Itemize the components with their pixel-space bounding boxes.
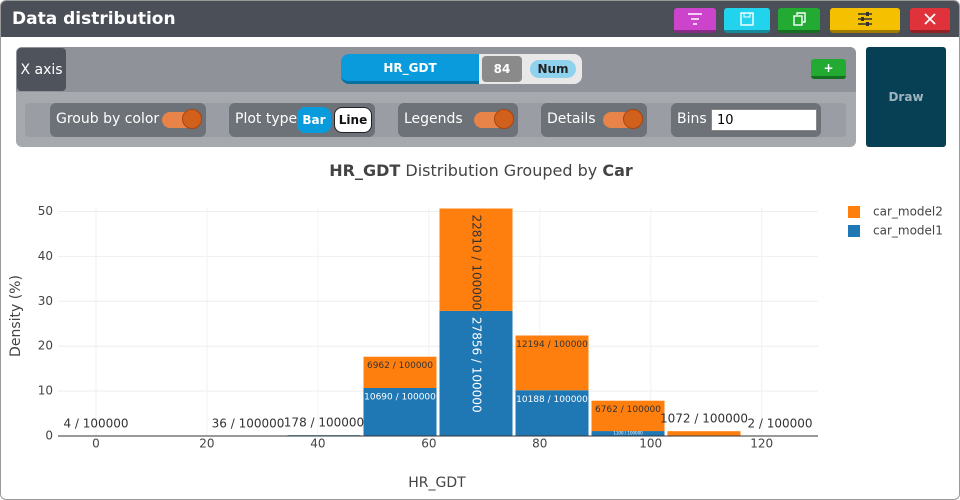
value-label: 6762 / 100000 [595,405,661,415]
chart: HR_GDT Distribution Grouped by Car HR_GD… [8,161,943,492]
value-label: 1072 / 100000 [660,412,748,426]
y-tick-label: 50 [38,204,53,218]
legends-toggle[interactable] [474,109,514,129]
legend-swatch [848,225,860,237]
x-tick-label: 60 [421,437,436,451]
value-label: 36 / 100000 [212,416,285,430]
type-badge: Num [530,60,576,78]
draw-button[interactable]: Draw [866,47,946,147]
group-toggle[interactable] [162,109,202,129]
legend-label: car_model2 [873,205,943,219]
bar-segment [439,208,513,311]
bar-segment [363,356,437,388]
value-label: 10690 / 100000 [364,392,436,402]
bar-segment [667,431,741,436]
y-tick-label: 0 [45,429,53,443]
count-badge: 84 [482,56,522,82]
bar-segment [515,390,589,436]
value-label: 4 / 100000 [63,416,128,430]
bins-label: Bins [677,111,707,127]
line-option[interactable]: Line [334,107,372,133]
copy-button[interactable] [778,8,820,33]
add-button[interactable]: + [811,59,846,79]
value-label: 6962 / 100000 [367,361,433,371]
x-axis-title: HR_GDT [408,475,466,491]
bar-option[interactable]: Bar [297,107,331,133]
options-row: Groub by color Plot type Bar Line Legend… [25,103,846,137]
x-tick-label: 0 [92,437,100,451]
x-field[interactable]: HR_GDT [341,54,479,84]
bar-segment [591,400,665,432]
save-button[interactable] [724,8,770,33]
details-toggle[interactable] [603,109,643,129]
x-tick-label: 40 [310,437,325,451]
title-field: HR_GDT [329,161,400,180]
bins-input[interactable]: 10 [711,109,817,131]
y-tick-label: 30 [38,294,53,308]
group-label: Groub by color [56,111,160,127]
plot-type-label: Plot type [235,111,298,127]
legends-label: Legends [404,111,463,127]
plot-type-chip: Plot type Bar Line [229,103,375,137]
bar-segment [439,310,513,436]
filter-button[interactable] [674,8,716,33]
bar-segment [515,335,589,391]
settings-button[interactable] [830,8,900,33]
control-panel: X axis HR_GDT 84 Num + Groub by color Pl… [16,47,856,147]
header: Data distribution [1,1,959,37]
bins-chip: Bins 10 [671,103,821,137]
bar-segment [591,431,665,436]
value-label: 2 / 100000 [747,416,812,430]
x-tick-label: 120 [750,437,773,451]
chart-title: HR_GDT Distribution Grouped by Car [329,161,633,180]
x-tick-label: 100 [639,437,662,451]
x-tick-label: 20 [199,437,214,451]
y-tick-label: 10 [38,384,53,398]
value-label: 178 / 100000 [284,416,364,430]
group-chip: Groub by color [50,103,206,137]
title-group: Car [602,161,633,180]
title-text: Distribution Grouped by [405,161,597,180]
legend-label: car_model1 [873,224,943,238]
x-axis-label: X axis [17,48,66,91]
legend-swatch [848,206,860,218]
value-label: 10188 / 100000 [516,395,588,405]
details-label: Details [547,111,596,127]
axis-row: X axis HR_GDT 84 Num + [16,47,856,92]
value-label: 27856 / 100000 [470,317,484,413]
bar-segment [363,387,437,436]
legends-chip: Legends [398,103,518,137]
value-label: 12194 / 100000 [516,340,588,350]
close-button[interactable] [910,8,950,33]
y-axis-title: Density (%) [8,275,24,357]
value-label: 22810 / 100000 [470,214,484,310]
window-title: Data distribution [12,9,176,29]
y-tick-label: 40 [38,249,53,263]
x-tick-label: 80 [532,437,547,451]
value-label: 1100 / 100000 [613,431,643,436]
y-tick-label: 20 [38,339,53,353]
details-chip: Details [541,103,647,137]
